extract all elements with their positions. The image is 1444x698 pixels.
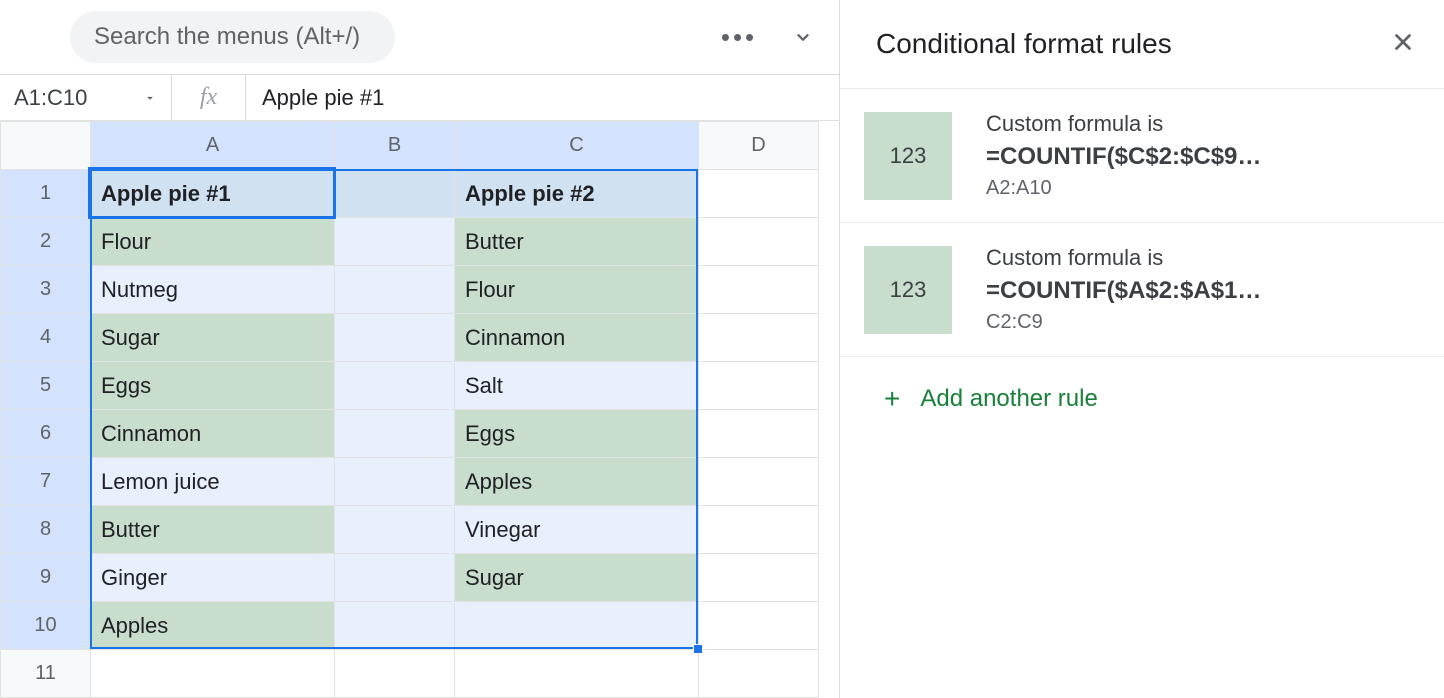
fx-icon: fx bbox=[172, 75, 246, 120]
cell-B9[interactable] bbox=[335, 554, 455, 602]
cell-C9[interactable]: Sugar bbox=[455, 554, 699, 602]
cell-D11[interactable] bbox=[699, 650, 819, 698]
close-icon[interactable] bbox=[1390, 29, 1416, 60]
cell-A11[interactable] bbox=[91, 650, 335, 698]
row-header-7[interactable]: 7 bbox=[1, 458, 91, 506]
col-header-A[interactable]: A bbox=[91, 122, 335, 170]
rule-range: C2:C9 bbox=[986, 311, 1261, 334]
add-rule-button[interactable]: + Add another rule bbox=[840, 356, 1444, 441]
row-header-6[interactable]: 6 bbox=[1, 410, 91, 458]
cell-C5[interactable]: Salt bbox=[455, 362, 699, 410]
add-rule-label: Add another rule bbox=[920, 385, 1097, 413]
name-box[interactable]: A1:C10 bbox=[0, 75, 172, 120]
cell-B4[interactable] bbox=[335, 314, 455, 362]
cell-D6[interactable] bbox=[699, 410, 819, 458]
cell-C10[interactable] bbox=[455, 602, 699, 650]
menu-search[interactable]: Search the menus (Alt+/) bbox=[70, 11, 395, 63]
cell-D2[interactable] bbox=[699, 218, 819, 266]
cell-A5[interactable]: Eggs bbox=[91, 362, 335, 410]
conditional-format-panel: Conditional format rules 123 Custom formu… bbox=[840, 0, 1444, 698]
fill-handle[interactable] bbox=[693, 644, 703, 654]
rule-swatch: 123 bbox=[864, 112, 952, 200]
cell-A1[interactable]: Apple pie #1 bbox=[91, 170, 335, 218]
rule-label: Custom formula is bbox=[986, 245, 1261, 271]
cell-A2[interactable]: Flour bbox=[91, 218, 335, 266]
col-header-D[interactable]: D bbox=[699, 122, 819, 170]
cell-A6[interactable]: Cinnamon bbox=[91, 410, 335, 458]
col-header-B[interactable]: B bbox=[335, 122, 455, 170]
formula-bar: A1:C10 fx Apple pie #1 bbox=[0, 74, 839, 121]
cell-B2[interactable] bbox=[335, 218, 455, 266]
rule-label: Custom formula is bbox=[986, 111, 1261, 137]
panel-title: Conditional format rules bbox=[876, 28, 1172, 60]
cell-C3[interactable]: Flour bbox=[455, 266, 699, 314]
cell-C6[interactable]: Eggs bbox=[455, 410, 699, 458]
cell-D9[interactable] bbox=[699, 554, 819, 602]
chevron-down-icon[interactable] bbox=[783, 17, 823, 57]
cell-D8[interactable] bbox=[699, 506, 819, 554]
search-placeholder: Search the menus (Alt+/) bbox=[94, 23, 360, 51]
cell-B7[interactable] bbox=[335, 458, 455, 506]
spreadsheet-grid[interactable]: ABCD1Apple pie #1Apple pie #22FlourButte… bbox=[0, 121, 839, 698]
cell-C11[interactable] bbox=[455, 650, 699, 698]
cell-C4[interactable]: Cinnamon bbox=[455, 314, 699, 362]
cell-B6[interactable] bbox=[335, 410, 455, 458]
row-header-8[interactable]: 8 bbox=[1, 506, 91, 554]
cell-D1[interactable] bbox=[699, 170, 819, 218]
row-header-11[interactable]: 11 bbox=[1, 650, 91, 698]
cell-B11[interactable] bbox=[335, 650, 455, 698]
cell-B10[interactable] bbox=[335, 602, 455, 650]
rule-formula: =COUNTIF($C$2:$C$9… bbox=[986, 143, 1261, 171]
row-header-1[interactable]: 1 bbox=[1, 170, 91, 218]
cell-D5[interactable] bbox=[699, 362, 819, 410]
cell-D4[interactable] bbox=[699, 314, 819, 362]
row-header-10[interactable]: 10 bbox=[1, 602, 91, 650]
name-box-dropdown-icon[interactable] bbox=[143, 85, 157, 111]
select-all-corner[interactable] bbox=[1, 122, 91, 170]
name-box-value: A1:C10 bbox=[14, 85, 87, 111]
row-header-4[interactable]: 4 bbox=[1, 314, 91, 362]
cell-D7[interactable] bbox=[699, 458, 819, 506]
cell-A10[interactable]: Apples bbox=[91, 602, 335, 650]
cell-B5[interactable] bbox=[335, 362, 455, 410]
cell-A7[interactable]: Lemon juice bbox=[91, 458, 335, 506]
cell-C8[interactable]: Vinegar bbox=[455, 506, 699, 554]
rule-range: A2:A10 bbox=[986, 177, 1261, 200]
row-header-9[interactable]: 9 bbox=[1, 554, 91, 602]
cell-A8[interactable]: Butter bbox=[91, 506, 335, 554]
formula-value[interactable]: Apple pie #1 bbox=[246, 85, 400, 111]
format-rule[interactable]: 123 Custom formula is =COUNTIF($A$2:$A$1… C… bbox=[840, 222, 1444, 356]
cell-C7[interactable]: Apples bbox=[455, 458, 699, 506]
col-header-C[interactable]: C bbox=[455, 122, 699, 170]
format-rule[interactable]: 123 Custom formula is =COUNTIF($C$2:$C$9… A… bbox=[840, 88, 1444, 222]
cell-B8[interactable] bbox=[335, 506, 455, 554]
cell-A4[interactable]: Sugar bbox=[91, 314, 335, 362]
row-header-3[interactable]: 3 bbox=[1, 266, 91, 314]
cell-D3[interactable] bbox=[699, 266, 819, 314]
cell-C2[interactable]: Butter bbox=[455, 218, 699, 266]
cell-A9[interactable]: Ginger bbox=[91, 554, 335, 602]
cell-B3[interactable] bbox=[335, 266, 455, 314]
rule-formula: =COUNTIF($A$2:$A$1… bbox=[986, 277, 1261, 305]
plus-icon: + bbox=[868, 385, 900, 413]
cell-B1[interactable] bbox=[335, 170, 455, 218]
rule-swatch: 123 bbox=[864, 246, 952, 334]
row-header-5[interactable]: 5 bbox=[1, 362, 91, 410]
toolbar: Search the menus (Alt+/) ••• bbox=[0, 0, 839, 74]
row-header-2[interactable]: 2 bbox=[1, 218, 91, 266]
cell-D10[interactable] bbox=[699, 602, 819, 650]
cell-C1[interactable]: Apple pie #2 bbox=[455, 170, 699, 218]
cell-A3[interactable]: Nutmeg bbox=[91, 266, 335, 314]
more-icon[interactable]: ••• bbox=[719, 17, 759, 57]
